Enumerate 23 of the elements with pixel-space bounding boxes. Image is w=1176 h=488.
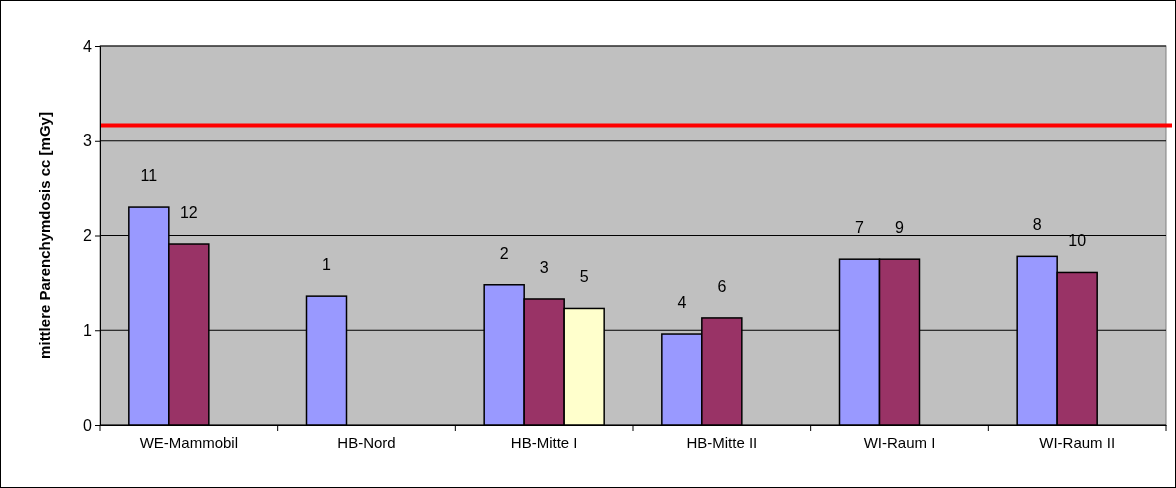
x-tick-label: HB-Mitte I bbox=[510, 433, 578, 451]
y-tick-label: 1 bbox=[83, 321, 93, 339]
y-tick-label: 2 bbox=[83, 227, 93, 245]
x-tick-label: WE-Mammobil bbox=[139, 433, 239, 451]
annotation: 1 bbox=[322, 256, 332, 274]
annotation: 7 bbox=[855, 219, 865, 237]
x-tick-label: HB-Nord bbox=[337, 433, 396, 451]
x-tick-label: HB-Mitte II bbox=[686, 433, 758, 451]
y-axis-title: mittlere Parenchymdosis cc [mGy] bbox=[36, 112, 53, 359]
y-tick-label: 0 bbox=[83, 416, 93, 434]
annotation: 8 bbox=[1032, 216, 1042, 234]
x-tick-label: WI-Raum II bbox=[1039, 433, 1116, 451]
annotation: 12 bbox=[179, 204, 198, 222]
y-tick-label: 3 bbox=[83, 132, 93, 150]
annotation: 11 bbox=[140, 167, 158, 185]
annotation: 5 bbox=[579, 268, 589, 286]
annotation: 2 bbox=[499, 244, 509, 262]
annotation: 6 bbox=[717, 277, 727, 295]
annotation: 4 bbox=[677, 294, 687, 312]
y-tick-label: 4 bbox=[83, 37, 93, 55]
annotation: 3 bbox=[539, 258, 549, 276]
annotation: 9 bbox=[895, 219, 905, 237]
x-tick-label: WI-Raum I bbox=[863, 433, 936, 451]
